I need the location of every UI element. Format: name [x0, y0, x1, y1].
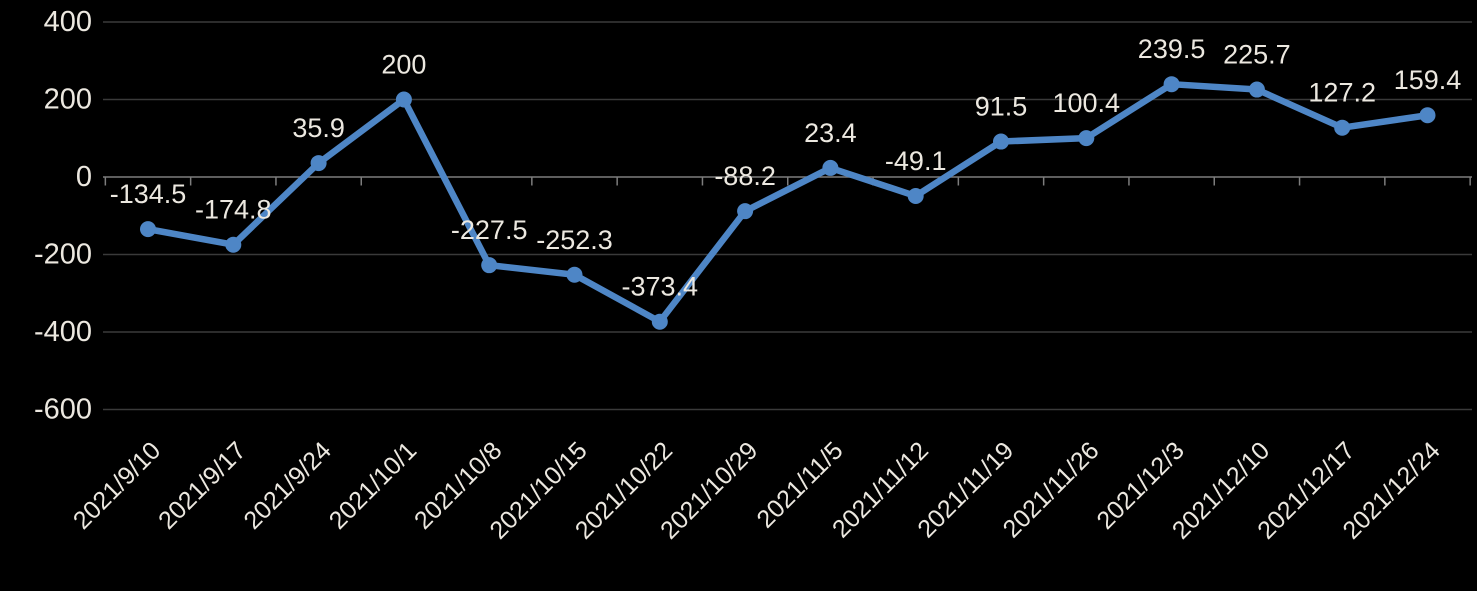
data-point-marker: [1334, 119, 1351, 136]
data-label: 100.4: [1053, 88, 1121, 118]
data-point-marker: [1419, 107, 1436, 124]
data-label: 159.4: [1394, 65, 1462, 95]
data-point-marker: [310, 155, 327, 172]
data-point-marker: [140, 221, 156, 238]
data-label: 91.5: [975, 92, 1028, 122]
data-point-marker: [1078, 130, 1095, 147]
data-point-marker: [1248, 81, 1265, 98]
data-point-marker: [907, 188, 924, 205]
data-point-marker: [822, 159, 839, 176]
y-tick-label: -200: [34, 239, 92, 271]
data-label: 225.7: [1223, 40, 1291, 70]
data-label: 35.9: [292, 113, 345, 143]
data-point-marker: [1163, 76, 1180, 93]
data-point-marker: [481, 257, 498, 274]
data-label: -227.5: [451, 215, 528, 245]
data-label: 239.5: [1138, 34, 1206, 64]
y-tick-label: -400: [34, 316, 92, 348]
line-series: [144, 80, 1431, 325]
data-label: 127.2: [1308, 78, 1376, 108]
data-point-marker: [993, 133, 1009, 150]
data-point-marker: [737, 203, 754, 220]
data-point-marker: [395, 91, 412, 108]
data-point-marker: [225, 236, 242, 253]
data-label: 23.4: [804, 118, 857, 148]
data-label: -49.1: [885, 146, 947, 176]
data-label: -373.4: [622, 272, 699, 302]
data-label: 200: [381, 50, 426, 80]
data-label: -252.3: [536, 225, 613, 255]
data-label: -88.2: [714, 161, 776, 191]
y-tick-label: 0: [76, 161, 92, 193]
data-point-marker: [566, 266, 583, 283]
data-point-marker: [651, 313, 668, 330]
data-label: -134.5: [110, 179, 187, 209]
y-tick-label: 200: [44, 84, 92, 116]
data-label: -174.8: [195, 195, 272, 225]
y-tick-label: 400: [44, 6, 92, 38]
y-tick-label: -600: [34, 394, 92, 426]
